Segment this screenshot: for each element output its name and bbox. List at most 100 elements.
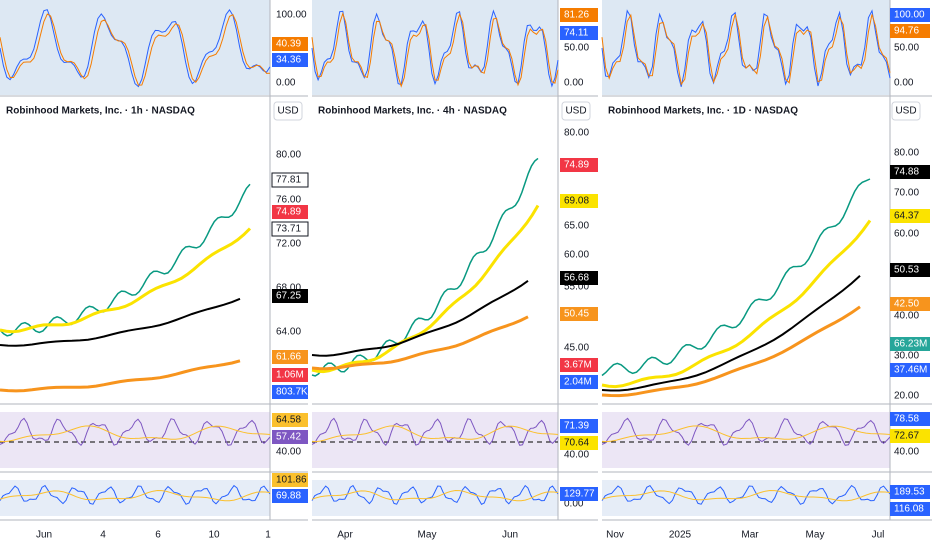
- rsi-line: [0, 417, 271, 446]
- price-badge: [890, 297, 930, 311]
- rsi-pane: [0, 412, 270, 468]
- chart-title: Robinhood Markets, Inc. · 1D · NASDAQ: [608, 106, 798, 117]
- price-badge: [560, 487, 598, 501]
- x-axis-label: 1: [265, 530, 271, 541]
- ema-fast: [311, 204, 540, 374]
- price-badge: [890, 337, 930, 351]
- rsi-pane: [312, 412, 558, 468]
- price-badge-label: 2.04M: [564, 377, 592, 388]
- x-axis-label: 10: [208, 530, 220, 541]
- price-badge: [890, 263, 930, 277]
- axis-tick: 72.00: [276, 239, 301, 250]
- price-badge-label: 3.67M: [564, 360, 592, 371]
- axis-tick: 64.00: [276, 327, 301, 338]
- price-badge: [271, 221, 309, 237]
- price-line: [0, 183, 251, 337]
- x-axis-label: Apr: [337, 530, 353, 541]
- price-badge: [560, 26, 598, 40]
- price-badge: [272, 350, 308, 364]
- price-badge-label: 64.58: [276, 415, 301, 426]
- price-badge: [560, 8, 598, 22]
- cci-pane: [0, 480, 270, 516]
- ema-slow: [601, 275, 861, 392]
- price-badge: [272, 385, 308, 399]
- price-badge-label: 66.23M: [894, 339, 927, 350]
- ema-long: [0, 359, 241, 393]
- price-badge: [890, 24, 930, 38]
- price-badge-label: 77.81: [276, 175, 301, 186]
- currency: USD: [277, 106, 298, 117]
- chart-title: Robinhood Markets, Inc. · 1h · NASDAQ: [6, 106, 195, 117]
- ema-long: [311, 315, 529, 371]
- price-badge-label: 74.89: [564, 160, 589, 171]
- stoch-k: [0, 9, 271, 88]
- price-badge-label: 34.36: [276, 55, 301, 66]
- axis-tick: 70.00: [894, 188, 919, 199]
- currency: USD: [895, 106, 916, 117]
- price-badge-label: 61.66: [276, 352, 301, 363]
- cci-pane: [602, 480, 890, 516]
- price-badge-label: 94.76: [894, 26, 919, 37]
- cci-ma: [0, 489, 271, 502]
- price-badge: [272, 205, 308, 219]
- price-badge-label: 50.53: [894, 265, 919, 276]
- axis-tick: 80.00: [276, 150, 301, 161]
- x-axis-label: 6: [155, 530, 161, 541]
- x-axis-label: Jul: [872, 530, 885, 541]
- price-badge-label: 71.39: [564, 421, 589, 432]
- chart-title: Robinhood Markets, Inc. · 4h · NASDAQ: [318, 106, 507, 117]
- axis-tick: 60.00: [564, 250, 589, 261]
- cci-pane: [312, 480, 558, 516]
- x-axis-label: Jun: [36, 530, 52, 541]
- price-badge-label: 56.68: [564, 273, 589, 284]
- price-badge: [272, 430, 308, 444]
- price-badge: [272, 37, 308, 51]
- price-badge: [272, 368, 308, 382]
- cci-line: [0, 484, 271, 505]
- price-badge: [272, 413, 308, 427]
- axis-tick: 100.00: [276, 10, 307, 21]
- price-badge: [560, 375, 598, 389]
- rsi-ma: [601, 425, 891, 443]
- currency-box: [891, 101, 921, 121]
- ema-long: [601, 305, 861, 398]
- price-badge-label: 73.71: [276, 224, 301, 235]
- rsi-ma: [0, 425, 271, 443]
- rsi-line: [311, 417, 559, 446]
- stoch-pane: [602, 0, 890, 95]
- axis-tick: 80.00: [894, 148, 919, 159]
- price-badge-label: 101.86: [276, 475, 307, 486]
- price-badge: [272, 489, 308, 503]
- price-badge: [890, 412, 930, 426]
- price-badge: [560, 194, 598, 208]
- currency: USD: [565, 106, 586, 117]
- price-badge: [890, 485, 930, 499]
- axis-tick: 45.00: [564, 343, 589, 354]
- price-badge: [890, 502, 930, 516]
- ema-slow: [311, 279, 529, 357]
- price-badge: [890, 209, 930, 223]
- stoch-d: [0, 13, 271, 86]
- axis-tick: 0.00: [276, 78, 296, 89]
- axis-tick: 68.00: [276, 283, 301, 294]
- price-badge: [272, 53, 308, 67]
- cci-line: [311, 484, 559, 505]
- price-badge: [560, 307, 598, 321]
- rsi-line: [601, 417, 891, 446]
- price-badge: [560, 158, 598, 172]
- price-badge-label: 42.50: [894, 299, 919, 310]
- stoch-d: [311, 11, 559, 88]
- price-badge-label: 69.08: [564, 196, 589, 207]
- axis-tick: 55.00: [564, 282, 589, 293]
- axis-tick: 50.00: [564, 43, 589, 54]
- x-axis-label: 2025: [669, 530, 692, 541]
- stoch-pane: [0, 0, 270, 95]
- cci-ma: [601, 489, 891, 502]
- price-badge-label: 74.11: [564, 28, 589, 39]
- price-badge-label: 69.88: [276, 491, 301, 502]
- price-badge: [560, 271, 598, 285]
- price-badge-label: 37.46M: [894, 365, 927, 376]
- price-badge-label: 100.00: [894, 10, 925, 21]
- rsi-pane: [602, 412, 890, 468]
